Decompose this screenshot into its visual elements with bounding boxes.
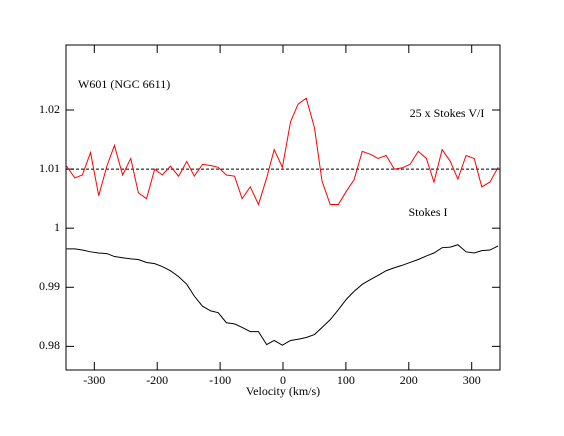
- annotation: 25 x Stokes V/I: [410, 106, 485, 120]
- x-tick-label: -100: [209, 373, 231, 387]
- y-tick-label: 0.98: [39, 338, 60, 352]
- x-tick-label: -300: [83, 373, 105, 387]
- y-tick-label: 1: [54, 220, 60, 234]
- annotation: Stokes I: [409, 205, 448, 219]
- x-tick-label: 300: [463, 373, 481, 387]
- series-line: [66, 97, 499, 206]
- y-tick-label: 1.01: [39, 161, 60, 175]
- x-tick-label: 0: [280, 373, 286, 387]
- series-line: [66, 244, 499, 346]
- x-tick-label: 200: [400, 373, 418, 387]
- y-tick-label: 1.02: [39, 102, 60, 116]
- x-tick-label: -200: [146, 373, 168, 387]
- y-tick-label: 0.99: [39, 279, 60, 293]
- x-tick-label: 100: [337, 373, 355, 387]
- annotation: W601 (NGC 6611): [78, 77, 170, 91]
- x-axis-label: Velocity (km/s): [246, 384, 320, 398]
